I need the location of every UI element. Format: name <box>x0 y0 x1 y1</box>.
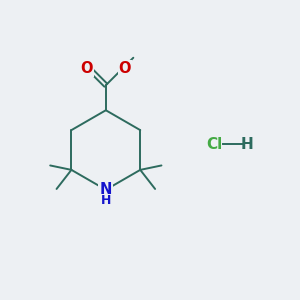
Text: H: H <box>100 194 111 207</box>
Text: Cl: Cl <box>207 136 223 152</box>
Text: O: O <box>119 61 131 76</box>
Text: N: N <box>100 182 112 197</box>
Text: O: O <box>80 61 93 76</box>
Text: H: H <box>241 136 253 152</box>
